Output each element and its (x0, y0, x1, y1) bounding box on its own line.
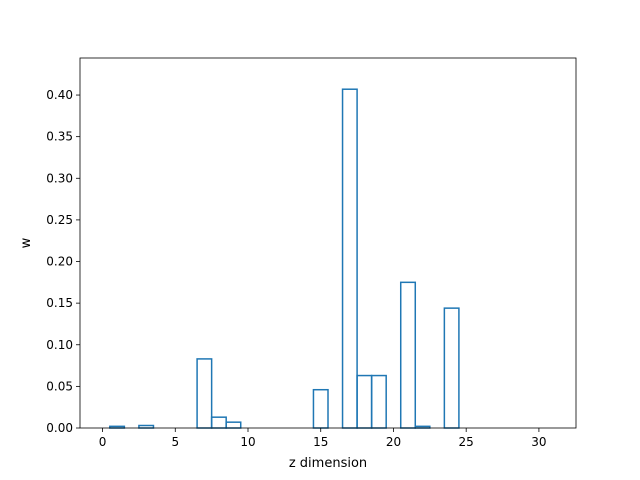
x-tick-label: 0 (99, 435, 107, 449)
x-tick-label: 10 (240, 435, 255, 449)
x-tick-label: 5 (171, 435, 179, 449)
y-axis-label: w (19, 237, 34, 248)
y-tick-label: 0.25 (46, 213, 73, 227)
x-axis-label: z dimension (289, 456, 367, 471)
y-tick-label: 0.20 (46, 255, 73, 269)
y-tick-label: 0.15 (46, 296, 73, 310)
x-tick-label: 20 (386, 435, 401, 449)
x-tick-label: 15 (313, 435, 328, 449)
x-tick-label: 25 (459, 435, 474, 449)
x-axis-ticks: 0 5 10 15 20 25 30 (99, 428, 547, 449)
x-tick-label: 30 (531, 435, 546, 449)
y-tick-label: 0.05 (46, 379, 73, 393)
y-tick-label: 0.30 (46, 171, 73, 185)
y-tick-label: 0.40 (46, 88, 73, 102)
plot-area (80, 58, 576, 428)
y-tick-label: 0.35 (46, 130, 73, 144)
y-axis-ticks: 0.00 0.05 0.10 0.15 0.20 0.25 0.30 0.35 0.40 (46, 88, 80, 435)
plot-frame (79, 57, 577, 429)
y-tick-label: 0.10 (46, 338, 73, 352)
y-tick-label: 0.00 (46, 421, 73, 435)
